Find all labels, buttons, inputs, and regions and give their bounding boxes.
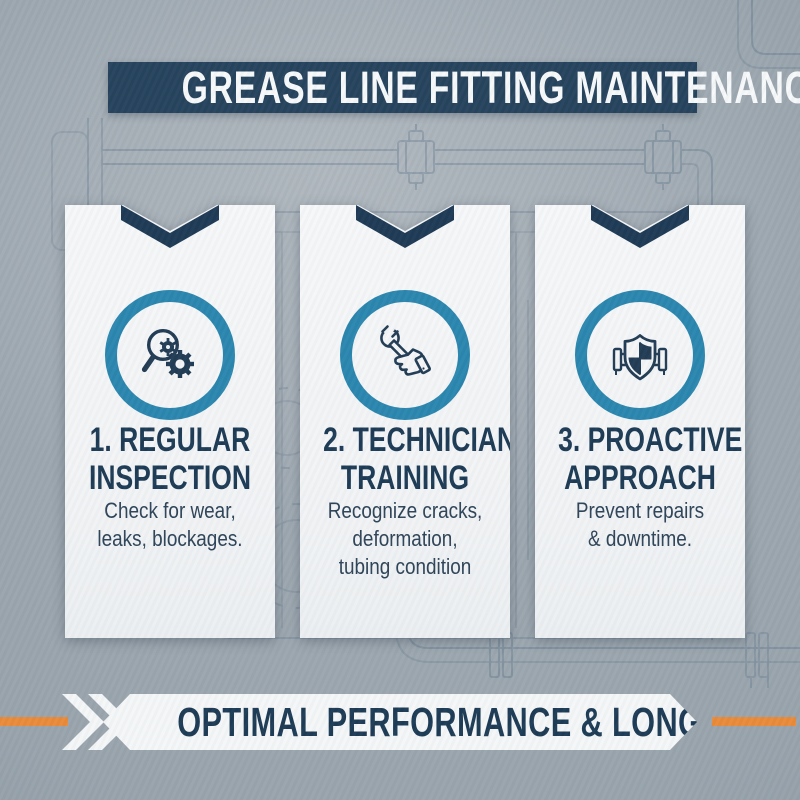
wrench-hand-icon [379, 323, 432, 376]
step-3-heading: 3. PROACTIVE APPROACH [535, 421, 745, 497]
chevron-down-icon [591, 205, 689, 248]
chevron-down-icon [356, 205, 454, 248]
step-1-description: Check for wear, leaks, blockages. [97, 498, 243, 551]
orange-rule-left [0, 717, 68, 726]
step-3-heading-line1: 3. PROACTIVE [558, 421, 743, 459]
step-2-description: Recognize cracks, deformation, tubing co… [327, 498, 483, 579]
step-1-heading-line1: 1. REGULAR [89, 421, 251, 459]
shield-valve-icon [612, 334, 668, 381]
title-banner: GREASE LINE FITTING MAINTENANCE [108, 61, 800, 113]
page-title: GREASE LINE FITTING MAINTENANCE [181, 61, 800, 113]
step-1-heading-line2: INSPECTION [88, 459, 252, 497]
chevron-down-icon [121, 205, 219, 248]
step-card-2-body: 2. TECHNICIAN TRAINING Recognize cracks,… [300, 205, 510, 638]
step-1-heading: 1. REGULAR INSPECTION [65, 421, 275, 497]
step-card-3-body: 3. PROACTIVE APPROACH Prevent repairs & … [535, 205, 745, 638]
footer-banner: OPTIMAL PERFORMANCE & LONGEVITY [103, 694, 697, 750]
footer-banner-text: OPTIMAL PERFORMANCE & LONGEVITY [177, 698, 794, 745]
step-card-1: 1. REGULAR INSPECTION Check for wear, le… [65, 205, 275, 638]
step-2-heading-line2: TRAINING [340, 459, 470, 497]
magnifier-gear-icon [141, 328, 194, 378]
step-card-2: 2. TECHNICIAN TRAINING Recognize cracks,… [300, 205, 510, 638]
step-card-3: 3. PROACTIVE APPROACH Prevent repairs & … [535, 205, 745, 638]
orange-rule-right [712, 717, 796, 726]
step-2-heading: 2. TECHNICIAN TRAINING [300, 421, 510, 497]
step-3-heading-line2: APPROACH [564, 459, 716, 497]
step-2-heading-line1: 2. TECHNICIAN [323, 421, 517, 459]
step-card-1-body: 1. REGULAR INSPECTION Check for wear, le… [65, 205, 275, 638]
step-3-description: Prevent repairs & downtime. [575, 498, 705, 551]
